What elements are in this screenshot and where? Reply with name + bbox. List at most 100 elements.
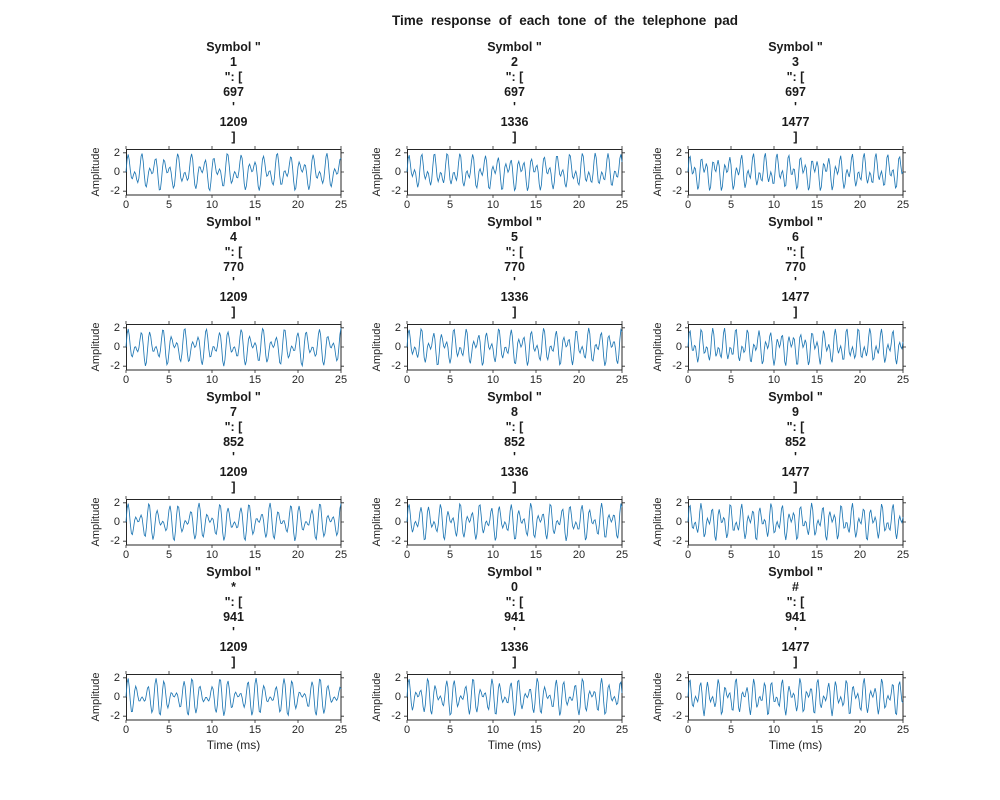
axes-box: [407, 499, 623, 546]
waveform-line: [687, 153, 904, 191]
x-tick-label: 15: [810, 199, 824, 211]
x-tick-label: 15: [810, 724, 824, 736]
axis-ticks: [685, 671, 906, 723]
subplot-title-line: ': [232, 625, 235, 639]
axis-ticks: [404, 496, 625, 548]
y-tick-label: 2: [394, 496, 401, 509]
y-tick-label: -2: [110, 360, 120, 373]
x-tick-label: 0: [684, 549, 692, 561]
x-tick-label: 10: [205, 199, 219, 211]
y-axis-label-text: Amplitude: [652, 147, 664, 197]
x-tick-labels: 0 5 10 15 20 25: [122, 374, 347, 387]
subplot-title: Symbol " * ": [941 ' 1209]: [122, 565, 345, 670]
subplot-title-line: 9: [792, 405, 799, 419]
subplot-title: Symbol " 7 ": [852 ' 1209]: [122, 390, 345, 495]
y-axis-label: Amplitude: [88, 145, 104, 199]
y-axis-label-text: Amplitude: [90, 322, 102, 372]
y-tick-label: 2: [675, 671, 682, 684]
subplot-title-line: Symbol ": [206, 565, 261, 579]
x-tick-label: 25: [334, 724, 348, 736]
subplot-title-line: ]: [793, 655, 798, 669]
subplot-title: Symbol " 3 ": [697 ' 1477]: [684, 40, 907, 145]
x-tick-label: 0: [684, 724, 692, 736]
subplot-title-line: ': [513, 275, 516, 289]
x-tick-label: 15: [529, 549, 543, 561]
subplot-title-line: ]: [793, 305, 798, 319]
x-tick-label: 20: [291, 549, 305, 561]
subplot-title-line: 1209: [219, 290, 248, 304]
x-tick-label: 10: [486, 549, 500, 561]
subplot-title-line: Symbol ": [206, 215, 261, 229]
waveform-svg: [123, 321, 344, 373]
subplot-title-line: Symbol ": [768, 215, 823, 229]
x-tick-labels: 0 5 10 15 20 25: [122, 549, 347, 562]
x-tick-label: 5: [165, 549, 173, 561]
subplot-title-line: ': [513, 100, 516, 114]
x-tick-label: 20: [291, 724, 305, 736]
subplot-title-line: 5: [511, 230, 518, 244]
y-axis-label-text: Amplitude: [652, 672, 664, 722]
axis-ticks: [123, 671, 344, 723]
subplot-title: Symbol " 8 ": [852 ' 1336]: [403, 390, 626, 495]
waveform-line: [687, 328, 904, 366]
y-tick-label: -2: [110, 185, 120, 198]
x-tick-labels: 0 5 10 15 20 25: [684, 724, 909, 737]
y-tick-label: 0: [394, 341, 401, 353]
subplot-title-line: ]: [231, 305, 236, 319]
x-tick-labels: 0 5 10 15 20 25: [122, 199, 347, 212]
x-tick-label: 10: [767, 549, 781, 561]
subplot-title-line: ': [794, 100, 797, 114]
x-tick-label: 0: [122, 724, 130, 736]
subplot-title-line: *: [231, 580, 236, 594]
x-tick-label: 5: [727, 549, 735, 561]
y-tick-label: 2: [394, 671, 401, 684]
subplot-title-line: 1477: [781, 290, 810, 304]
y-tick-label: 2: [113, 496, 120, 509]
figure-title: Time response of each tone of the teleph…: [391, 13, 739, 28]
x-tick-label: 10: [486, 724, 500, 736]
waveform-svg: [685, 146, 906, 198]
y-axis-label: Amplitude: [88, 495, 104, 549]
y-axis-label: Amplitude: [650, 670, 666, 724]
subplot-title-line: ': [513, 625, 516, 639]
axis-ticks: [404, 146, 625, 198]
y-axis-label-text: Amplitude: [371, 322, 383, 372]
x-axis-label: Time (ms): [487, 738, 542, 752]
subplot-title-line: Symbol ": [487, 565, 542, 579]
x-tick-label: 5: [165, 724, 173, 736]
axes-box: [407, 674, 623, 721]
subplot-title-line: 1336: [500, 640, 529, 654]
x-tick-label: 5: [165, 199, 173, 211]
subplot-title: Symbol " # ": [941 ' 1477]: [684, 565, 907, 670]
subplot-title: Symbol " 6 ": [770 ' 1477]: [684, 215, 907, 320]
axes-box: [688, 499, 904, 546]
subplot-title-line: 852: [785, 435, 806, 449]
subplot-title-line: ': [794, 450, 797, 464]
subplot-title-line: 1477: [781, 115, 810, 129]
subplot-title-line: 1336: [500, 290, 529, 304]
waveform-line: [125, 152, 342, 192]
x-tick-label: 5: [446, 199, 454, 211]
subplot-title: Symbol " 0 ": [941 ' 1336]: [403, 565, 626, 670]
x-tick-label: 25: [334, 549, 348, 561]
y-axis-label-text: Amplitude: [90, 672, 102, 722]
subplot-title-line: #: [792, 580, 799, 594]
subplot-title-line: 0: [511, 580, 518, 594]
subplot-title-line: 770: [785, 260, 806, 274]
subplot-title-line: ": [: [224, 70, 243, 84]
x-tick-label: 5: [727, 724, 735, 736]
x-tick-label: 10: [486, 374, 500, 386]
x-tick-label: 25: [896, 549, 910, 561]
y-tick-labels: 2 0 -2: [104, 320, 122, 374]
